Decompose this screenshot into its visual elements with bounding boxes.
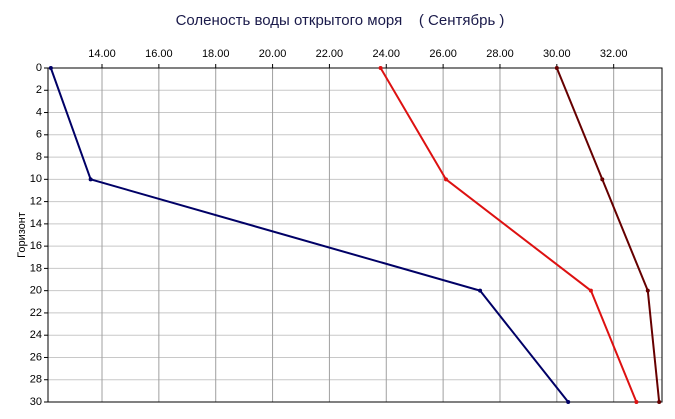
series-line xyxy=(49,67,569,403)
x-tick-label: 30.00 xyxy=(543,48,571,60)
y-tick-label: 22 xyxy=(30,307,42,319)
data-point xyxy=(478,288,483,293)
data-point xyxy=(634,400,639,404)
y-tick-label: 8 xyxy=(36,151,42,163)
y-tick-label: 26 xyxy=(30,351,42,363)
data-point xyxy=(645,288,650,293)
y-tick-label: 20 xyxy=(30,285,42,297)
y-tick-label: 28 xyxy=(30,374,42,386)
y-tick-label: 10 xyxy=(30,173,42,185)
data-point xyxy=(88,177,93,182)
data-point xyxy=(657,400,662,404)
plot-frame xyxy=(47,67,663,403)
y-tick-label: 6 xyxy=(36,129,42,141)
y-tick-label: 24 xyxy=(30,329,42,341)
y-tick-label: 16 xyxy=(30,240,42,252)
y-tick-label: 4 xyxy=(36,106,42,118)
data-point xyxy=(566,400,571,404)
y-axis-label: Горизонт xyxy=(16,212,28,258)
chart-title: Соленость воды открытого моря ( Сентябрь… xyxy=(176,12,505,29)
y-tick-label: 14 xyxy=(30,218,42,230)
series-line xyxy=(555,67,661,403)
x-tick-label: 14.00 xyxy=(88,48,116,60)
data-point xyxy=(588,288,593,293)
x-tick-label: 32.00 xyxy=(600,48,628,60)
y-tick-label: 0 xyxy=(36,62,42,74)
data-point xyxy=(48,66,53,70)
x-tick-label: 26.00 xyxy=(429,48,457,60)
series-line xyxy=(379,67,638,403)
data-point xyxy=(443,177,448,182)
data-point xyxy=(600,177,605,182)
x-tick-label: 18.00 xyxy=(202,48,230,60)
x-tick-label: 28.00 xyxy=(486,48,514,60)
x-tick-label: 20.00 xyxy=(259,48,287,60)
x-tick-label: 16.00 xyxy=(145,48,173,60)
data-point xyxy=(378,66,383,70)
data-point xyxy=(554,66,559,70)
y-tick-label: 12 xyxy=(30,196,42,208)
x-tick-label: 24.00 xyxy=(373,48,401,60)
y-tick-label: 30 xyxy=(30,396,42,408)
y-tick-label: 2 xyxy=(36,84,42,96)
x-tick-label: 22.00 xyxy=(316,48,344,60)
y-tick-label: 18 xyxy=(30,262,42,274)
